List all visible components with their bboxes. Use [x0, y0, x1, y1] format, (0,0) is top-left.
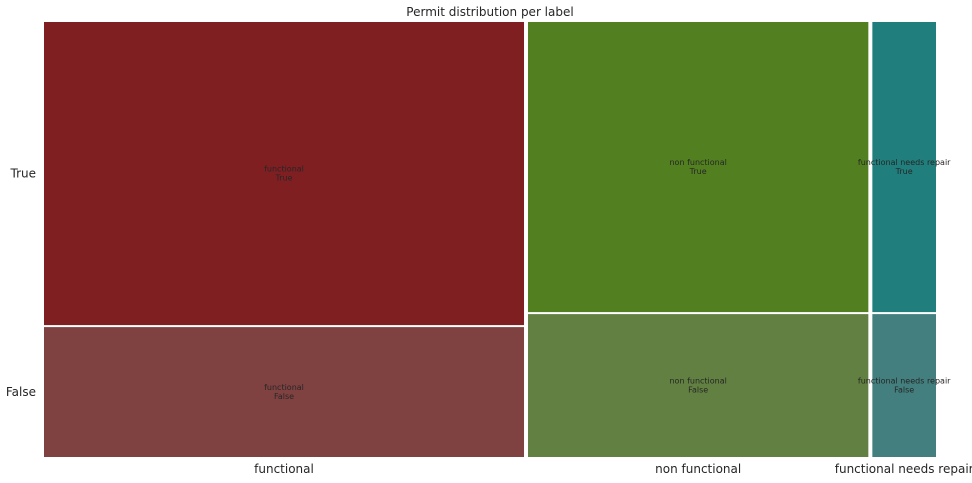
mosaic-cell-functional-false [44, 327, 525, 457]
cell-label-functional-needs-repair-true-value: True [895, 167, 913, 176]
cell-label-functional-needs-repair-false-value: False [894, 386, 914, 395]
cell-label-functional-false-value: False [274, 392, 294, 401]
cell-label-functional-false-category: functional [264, 383, 304, 392]
chart-title: Permit distribution per label [406, 5, 573, 19]
cell-label-functional-true-category: functional [264, 165, 304, 174]
cell-label-non-functional-false-value: False [688, 386, 708, 395]
cell-label-non-functional-true-category: non functional [669, 158, 726, 167]
mosaic-cell-non-functional-true [528, 22, 869, 313]
x-tick-label-functional-needs-repair: functional needs repair [835, 462, 972, 476]
mosaic-cell-functional-needs-repair-false [872, 314, 936, 457]
x-tick-label-functional: functional [254, 462, 314, 476]
x-tick-label-non-functional: non functional [655, 462, 741, 476]
mosaic-cell-functional-needs-repair-true [872, 22, 936, 313]
cell-label-non-functional-true-value: True [689, 167, 707, 176]
cell-label-functional-true-value: True [275, 174, 293, 183]
y-tick-label-true: True [10, 167, 37, 181]
mosaic-cell-non-functional-false [528, 314, 869, 457]
cell-label-functional-needs-repair-true-category: functional needs repair [858, 158, 951, 167]
cell-label-non-functional-false-category: non functional [669, 377, 726, 386]
mosaic-cell-functional-true [44, 22, 525, 326]
cell-label-functional-needs-repair-false-category: functional needs repair [858, 377, 951, 386]
y-tick-label-false: False [6, 385, 36, 399]
